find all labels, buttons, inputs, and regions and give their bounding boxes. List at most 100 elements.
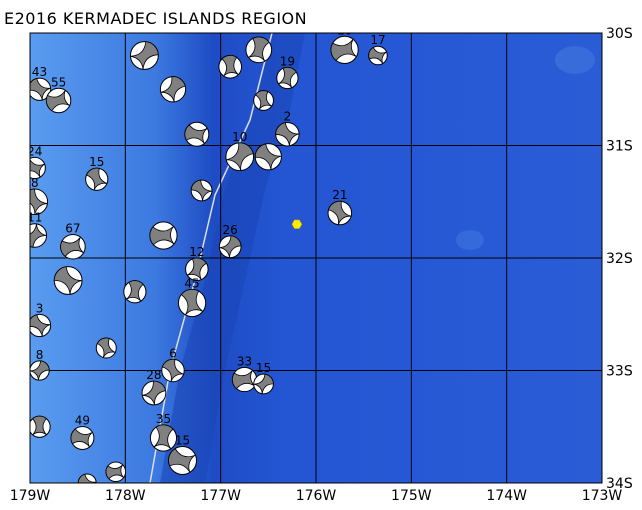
event-label: 67 [65, 221, 80, 235]
seamount [555, 46, 595, 74]
beachball-compressional-quadrant [30, 314, 51, 337]
beachball-compressional-quadrant [30, 77, 51, 101]
focal-mechanism-beachball[interactable]: 28 [141, 368, 167, 406]
beachball-compressional-quadrant [168, 448, 196, 473]
focal-mechanism-beachball[interactable]: 45 [177, 276, 207, 318]
beachball-compressional-quadrant [219, 235, 242, 258]
beachball-compressional-quadrant [161, 358, 184, 382]
focal-mechanism-beachball[interactable] [190, 179, 213, 202]
event-label: 3 [36, 301, 44, 315]
beachball-compressional-quadrant [70, 428, 93, 448]
focal-mechanism-beachball[interactable] [29, 415, 51, 438]
beachball-compressional-quadrant [30, 159, 45, 178]
event-label: 2 [284, 110, 292, 124]
focal-mechanism-beachball[interactable]: 17 [368, 33, 388, 66]
focal-mechanism-beachball[interactable] [105, 461, 127, 483]
lon-tick-label: 177W [200, 488, 241, 504]
focal-mechanism-beachball[interactable] [253, 90, 274, 111]
focal-mechanism-beachball[interactable]: 35 [149, 412, 178, 452]
lat-tick-label: 32S [606, 251, 633, 267]
focal-mechanism-beachball[interactable] [129, 41, 159, 70]
event-label: 49 [75, 414, 90, 428]
lon-tick-label: 178W [105, 488, 146, 504]
event-label: 6 [169, 346, 177, 360]
focal-mechanism-beachball[interactable] [245, 36, 273, 64]
beachball-compressional-quadrant [30, 360, 50, 381]
focal-mechanism-beachball[interactable] [184, 121, 210, 147]
focal-mechanism-beachball[interactable] [218, 54, 243, 79]
focal-mechanism-beachball[interactable] [159, 76, 187, 103]
lat-tick-label: 30S [606, 26, 633, 42]
focal-mechanism-beachball[interactable] [53, 266, 83, 295]
beachball-compressional-quadrant [190, 179, 213, 201]
beachball-compressional-quadrant [105, 464, 125, 480]
beachball-compressional-quadrant [126, 280, 144, 302]
lon-tick-label: 173W [582, 488, 623, 504]
beachball-compressional-quadrant [254, 143, 282, 170]
beachball-compressional-quadrant [30, 223, 47, 248]
map-title: E2016 KERMADEC ISLANDS REGION [4, 9, 308, 28]
beachball-compressional-quadrant [85, 167, 108, 191]
focal-mechanism-beachball[interactable]: 21 [327, 188, 353, 226]
beachball-compressional-quadrant [45, 90, 70, 112]
focal-mechanism-beachball[interactable]: 15 [85, 155, 109, 191]
focal-mechanism-beachball[interactable]: 3 [28, 301, 52, 338]
beachball-compressional-quadrant [184, 124, 208, 144]
event-label: 10 [232, 130, 247, 144]
beachball-compressional-quadrant [142, 380, 167, 405]
lon-tick-label: 174W [486, 488, 527, 504]
focal-mechanism-beachball[interactable]: 11 [23, 211, 48, 248]
beachball-compressional-quadrant [160, 76, 186, 102]
focal-mechanism-beachball[interactable] [95, 337, 117, 359]
beachball-compressional-quadrant [153, 424, 174, 450]
event-label: 15 [175, 434, 190, 448]
beachball-compressional-quadrant [248, 36, 270, 62]
beachball-compressional-quadrant [30, 188, 48, 215]
beachball-compressional-quadrant [60, 236, 84, 257]
beachball-compressional-quadrant [226, 142, 254, 171]
event-label: 26 [223, 223, 238, 237]
focal-mechanism-beachball[interactable]: 15 [168, 434, 198, 475]
focal-mechanism-beachball[interactable]: 8 [30, 348, 50, 381]
focal-mechanism-beachball[interactable]: 26 [218, 223, 242, 259]
focal-mechanism-beachball[interactable]: 12 [185, 245, 209, 282]
focal-mechanism-beachball[interactable] [149, 221, 178, 250]
event-label: 8 [36, 348, 44, 362]
lon-tick-label: 175W [391, 488, 432, 504]
lon-tick-label: 176W [296, 488, 337, 504]
lon-tick-label: 179W [10, 488, 51, 504]
beachball-compressional-quadrant [221, 55, 239, 77]
beachball-compressional-quadrant [328, 200, 352, 225]
focal-mechanism-beachball[interactable]: 15 [253, 361, 274, 395]
seamount [456, 230, 484, 250]
event-label: 33 [237, 354, 252, 368]
focal-mechanism-beachball[interactable] [254, 143, 282, 171]
focal-mechanism-beachball[interactable]: 49 [70, 414, 95, 450]
focal-mechanism-beachball[interactable]: 24 [24, 144, 46, 180]
event-label: 19 [280, 54, 295, 68]
focal-mechanism-beachball[interactable]: 10 [330, 23, 359, 64]
beachball-compressional-quadrant [253, 373, 274, 394]
focal-mechanism-beachball[interactable]: 67 [60, 221, 86, 260]
event-label: 24 [27, 144, 42, 158]
beachball-compressional-quadrant [368, 46, 387, 64]
event-label: 55 [51, 75, 66, 89]
focal-mechanism-beachball[interactable]: 55 [45, 75, 72, 114]
event-label: 12 [189, 245, 204, 259]
focal-mechanism-beachball[interactable]: 19 [276, 54, 299, 90]
focal-mechanism-beachball[interactable]: 2 [275, 110, 300, 147]
event-label: 21 [332, 188, 347, 202]
event-label: 8 [31, 176, 39, 190]
focal-mechanism-beachball[interactable]: 43 [28, 65, 52, 101]
focal-mechanism-beachball[interactable]: 8 [22, 176, 49, 216]
event-label: 45 [184, 276, 199, 290]
focal-mechanism-beachball[interactable]: 33 [231, 354, 258, 393]
focal-mechanism-beachball[interactable]: 6 [161, 346, 185, 383]
beachball-compressional-quadrant [32, 415, 47, 436]
focal-mechanism-beachball[interactable]: 10 [225, 130, 255, 172]
beachball-compressional-quadrant [275, 122, 300, 146]
plate-boundary [149, 33, 273, 483]
focal-mechanism-beachball[interactable] [123, 280, 147, 304]
beachball-compressional-quadrant [278, 66, 297, 88]
